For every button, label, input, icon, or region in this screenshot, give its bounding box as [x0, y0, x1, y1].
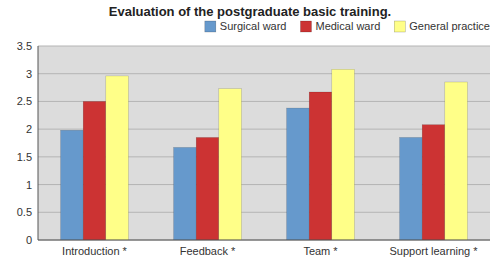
chart: Evaluation of the postgraduate basic tra… — [0, 0, 500, 264]
bar — [106, 76, 129, 240]
y-tick-label: 0 — [26, 234, 32, 246]
bars — [61, 69, 468, 240]
legend-swatch — [300, 21, 311, 32]
plot-background — [38, 46, 490, 240]
bar — [174, 147, 197, 240]
y-tick-label: 3 — [26, 68, 32, 80]
chart-container: Evaluation of the postgraduate basic tra… — [0, 0, 500, 264]
x-tick-label: Support learning * — [389, 245, 478, 257]
x-tick-label: Introduction * — [62, 245, 128, 257]
y-tick-label: 3.5 — [17, 40, 32, 52]
title: Evaluation of the postgraduate basic tra… — [109, 4, 391, 19]
bar — [422, 125, 445, 240]
y-tick-label: 1.5 — [17, 151, 32, 163]
y-tick-label: 1 — [26, 179, 32, 191]
bar — [61, 130, 84, 240]
grid-line — [38, 73, 490, 74]
y-tick-label: 0.5 — [17, 206, 32, 218]
grid-line — [38, 240, 490, 241]
x-axis — [38, 240, 490, 241]
grid-line — [38, 46, 490, 47]
bar — [400, 137, 423, 240]
legend: Surgical ward Medical ward General practic… — [205, 20, 490, 32]
legend-swatch — [394, 21, 405, 32]
legend-label: Medical ward — [315, 20, 380, 32]
bar — [445, 82, 468, 240]
y-axis — [38, 46, 39, 240]
bar — [332, 69, 355, 240]
x-tick-label: Feedback * — [180, 245, 236, 257]
legend-swatch — [205, 21, 216, 32]
legend-label: Surgical ward — [220, 20, 287, 32]
bar — [287, 108, 310, 240]
bar — [83, 101, 106, 240]
y-tick-label: 2.5 — [17, 95, 32, 107]
bar — [196, 137, 219, 240]
x-tick-label: Team * — [303, 245, 338, 257]
y-tick-label: 2 — [26, 123, 32, 135]
bar — [219, 89, 242, 240]
bar — [309, 92, 332, 240]
legend-label: General practice — [409, 20, 490, 32]
